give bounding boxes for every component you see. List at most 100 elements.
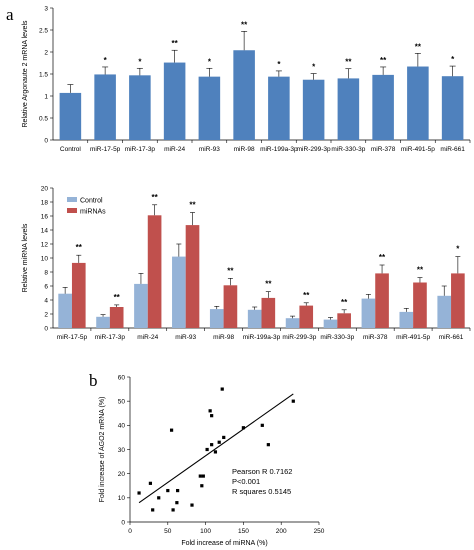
x-tick-label: 200 (276, 528, 287, 535)
data-point (201, 474, 205, 478)
y-tick-label: 20 (118, 471, 126, 478)
data-point (190, 503, 194, 507)
x-tick-label: 100 (200, 528, 211, 535)
legend-swatch-mirnas (67, 208, 77, 213)
trendline (138, 393, 294, 504)
bar-control (323, 319, 338, 328)
data-point (169, 428, 174, 432)
x-tick-label: 0 (128, 528, 132, 535)
x-tick-label: miR-330-3p (331, 146, 365, 153)
legend: Control miRNAs (67, 197, 106, 216)
bar (302, 79, 325, 140)
significance-label: * (104, 56, 108, 65)
mirna-levels-bar-chart: Control miRNAs 0 2 4 6 8 10 12 14 16 18 20 Relative… (22, 185, 471, 341)
significance-label: ** (227, 266, 234, 275)
significance-label: * (138, 57, 142, 66)
y-tick-label: 4 (44, 297, 48, 304)
bar (94, 74, 116, 140)
y-tick-label: 0 (44, 325, 48, 332)
significance-label: ** (172, 39, 179, 48)
y-tick-label: 0 (44, 137, 48, 144)
data-point (205, 447, 209, 452)
x-tick-label: miR-24 (137, 334, 158, 341)
legend-label-control: Control (80, 198, 103, 205)
y-tick-label: 40 (118, 423, 126, 430)
significance-label: ** (265, 280, 272, 289)
significance-label: ** (303, 291, 310, 300)
bar (372, 74, 394, 140)
x-tick-label: Control (60, 146, 82, 153)
significance-label: ** (380, 56, 387, 65)
y-axis-label: Relative miRNA levels (22, 223, 29, 292)
significance-label: ** (76, 243, 83, 252)
argonaute-bar-chart: 0 0.5 1 1.5 2 2.5 3 Relative Argonaute 2 mRNA l… (22, 5, 471, 153)
bar-control (285, 318, 300, 328)
y-tick-label: 18 (41, 199, 49, 206)
bar-mirnas (299, 305, 314, 328)
bar (337, 78, 360, 140)
data-point (241, 426, 245, 430)
r-squares-annotation: R squares 0.5145 (232, 487, 291, 496)
data-point (222, 435, 226, 440)
x-tick-label: miR-24 (164, 146, 185, 153)
data-point (210, 443, 214, 447)
y-tick-label: 20 (41, 185, 49, 192)
bar-mirnas (185, 225, 200, 328)
y-tick-label: 0 (121, 519, 125, 526)
y-tick-label: 10 (41, 255, 49, 262)
x-tick-label: 150 (238, 528, 249, 535)
x-tick-label: miR-199a-3p (243, 334, 281, 341)
x-tick-label: miR-491-5p (401, 146, 435, 153)
data-point (166, 488, 170, 493)
bar (163, 62, 186, 141)
bar-control (58, 293, 72, 328)
bar-mirnas (375, 273, 389, 328)
x-tick-label: 250 (314, 528, 325, 535)
significance-label: * (277, 60, 281, 69)
x-tick-label: miR-299-3p (282, 334, 316, 341)
significance-label: ** (341, 298, 348, 307)
significance-label: ** (345, 58, 352, 67)
data-point (220, 387, 224, 391)
bar (407, 66, 429, 140)
y-tick-label: 3 (44, 5, 48, 12)
bar-mirnas (413, 282, 427, 328)
significance-label: * (208, 57, 212, 66)
bar-control (209, 309, 224, 328)
data-point (151, 508, 155, 512)
bar-mirnas (147, 215, 162, 328)
significance-label: ** (114, 293, 121, 302)
x-tick-label: miR-98 (234, 146, 255, 153)
data-point (175, 501, 179, 505)
y-tick-label: 50 (118, 398, 126, 405)
correlation-scatter-plot: Pearson R 0.7162 P<0.001 R squares 0.514… (99, 374, 325, 547)
x-tick-label: miR-93 (175, 334, 196, 341)
data-point (213, 450, 218, 454)
y-tick-label: 1.5 (39, 71, 48, 78)
x-tick-label: miR-378 (363, 334, 388, 341)
bar (233, 50, 255, 140)
y-axis-label: Relative Argonaute 2 mRNA levels (22, 20, 29, 127)
significance-label: * (312, 63, 316, 72)
x-tick-label: miR-17-3p (95, 334, 126, 341)
data-point (148, 481, 153, 485)
data-point (217, 440, 221, 444)
bar-control (399, 311, 414, 328)
x-tick-label: miR-98 (213, 334, 234, 341)
data-point (176, 488, 180, 493)
p-value-annotation: P<0.001 (232, 477, 260, 486)
x-tick-label: miR-378 (371, 146, 396, 153)
y-tick-label: 0.5 (39, 115, 48, 122)
data-point (198, 474, 202, 478)
legend-swatch-control (67, 197, 77, 202)
bar-control (172, 256, 186, 328)
y-tick-label: 30 (118, 447, 126, 454)
y-tick-label: 2 (44, 49, 48, 56)
data-point (266, 443, 270, 447)
bar-control (247, 309, 262, 328)
bar-mirnas (337, 313, 351, 328)
bar (441, 76, 464, 140)
significance-label: ** (151, 193, 158, 202)
x-tick-label: miR-661 (439, 334, 464, 341)
